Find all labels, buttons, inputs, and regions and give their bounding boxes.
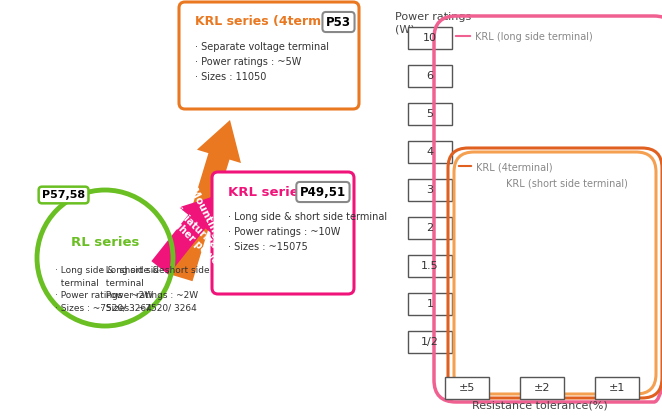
FancyBboxPatch shape [179, 2, 359, 109]
Text: KRL series (4terminal): KRL series (4terminal) [195, 15, 353, 29]
Text: RL series: RL series [71, 237, 139, 250]
Text: Resistance tolerance(%): Resistance tolerance(%) [472, 400, 608, 410]
Text: Power ratings
(W): Power ratings (W) [395, 12, 471, 35]
FancyBboxPatch shape [408, 103, 452, 125]
Text: KRL (4terminal): KRL (4terminal) [476, 162, 553, 172]
FancyBboxPatch shape [408, 27, 452, 49]
FancyBboxPatch shape [595, 377, 639, 399]
FancyBboxPatch shape [408, 65, 452, 87]
FancyBboxPatch shape [520, 377, 564, 399]
Text: KRL (short side terminal): KRL (short side terminal) [506, 179, 628, 189]
Text: 5: 5 [426, 109, 434, 119]
Text: ±5: ±5 [459, 383, 475, 393]
Text: 1: 1 [426, 299, 434, 309]
Text: 2: 2 [426, 223, 434, 233]
Text: 1/2: 1/2 [421, 337, 439, 347]
Text: P57,58: P57,58 [42, 190, 85, 200]
FancyBboxPatch shape [408, 217, 452, 239]
FancyBboxPatch shape [408, 179, 452, 201]
Text: 3: 3 [426, 185, 434, 195]
FancyBboxPatch shape [408, 331, 452, 353]
Text: P53: P53 [326, 15, 351, 29]
FancyBboxPatch shape [408, 255, 452, 277]
Text: KRL series: KRL series [228, 186, 307, 198]
Text: 10: 10 [423, 33, 437, 43]
FancyBboxPatch shape [408, 141, 452, 163]
Text: Miniaturization
Higher power: Miniaturization Higher power [160, 200, 234, 273]
Text: 6: 6 [426, 71, 434, 81]
FancyArrow shape [152, 195, 218, 275]
Text: ±2: ±2 [534, 383, 550, 393]
Text: Easy Mounting: Easy Mounting [174, 158, 222, 240]
Text: P49,51: P49,51 [300, 186, 346, 198]
FancyBboxPatch shape [445, 377, 489, 399]
FancyBboxPatch shape [212, 172, 354, 294]
Text: 1.5: 1.5 [421, 261, 439, 271]
Text: · Long side & short side terminal
· Power ratings : ~10W
· Sizes : ~15075: · Long side & short side terminal · Powe… [228, 212, 387, 252]
Text: · Long side &  short side
  terminal
· Power ratings : ~2W
· Sizes : ~7520/ 3264: · Long side & short side terminal · Powe… [55, 266, 165, 312]
FancyArrow shape [171, 120, 241, 281]
Text: ±1: ±1 [609, 383, 625, 393]
Text: KRL (long side terminal): KRL (long side terminal) [475, 32, 592, 42]
Text: · Long side &  short side
  terminal
· Power ratings : ~2W
· Sizes : ~7520/ 3264: · Long side & short side terminal · Powe… [100, 266, 210, 312]
FancyBboxPatch shape [408, 293, 452, 315]
Text: 4: 4 [426, 147, 434, 157]
Text: · Separate voltage terminal
· Power ratings : ~5W
· Sizes : 11050: · Separate voltage terminal · Power rati… [195, 42, 329, 82]
